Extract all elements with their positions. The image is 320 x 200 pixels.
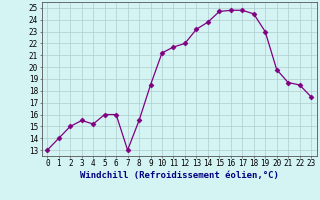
X-axis label: Windchill (Refroidissement éolien,°C): Windchill (Refroidissement éolien,°C) [80, 171, 279, 180]
